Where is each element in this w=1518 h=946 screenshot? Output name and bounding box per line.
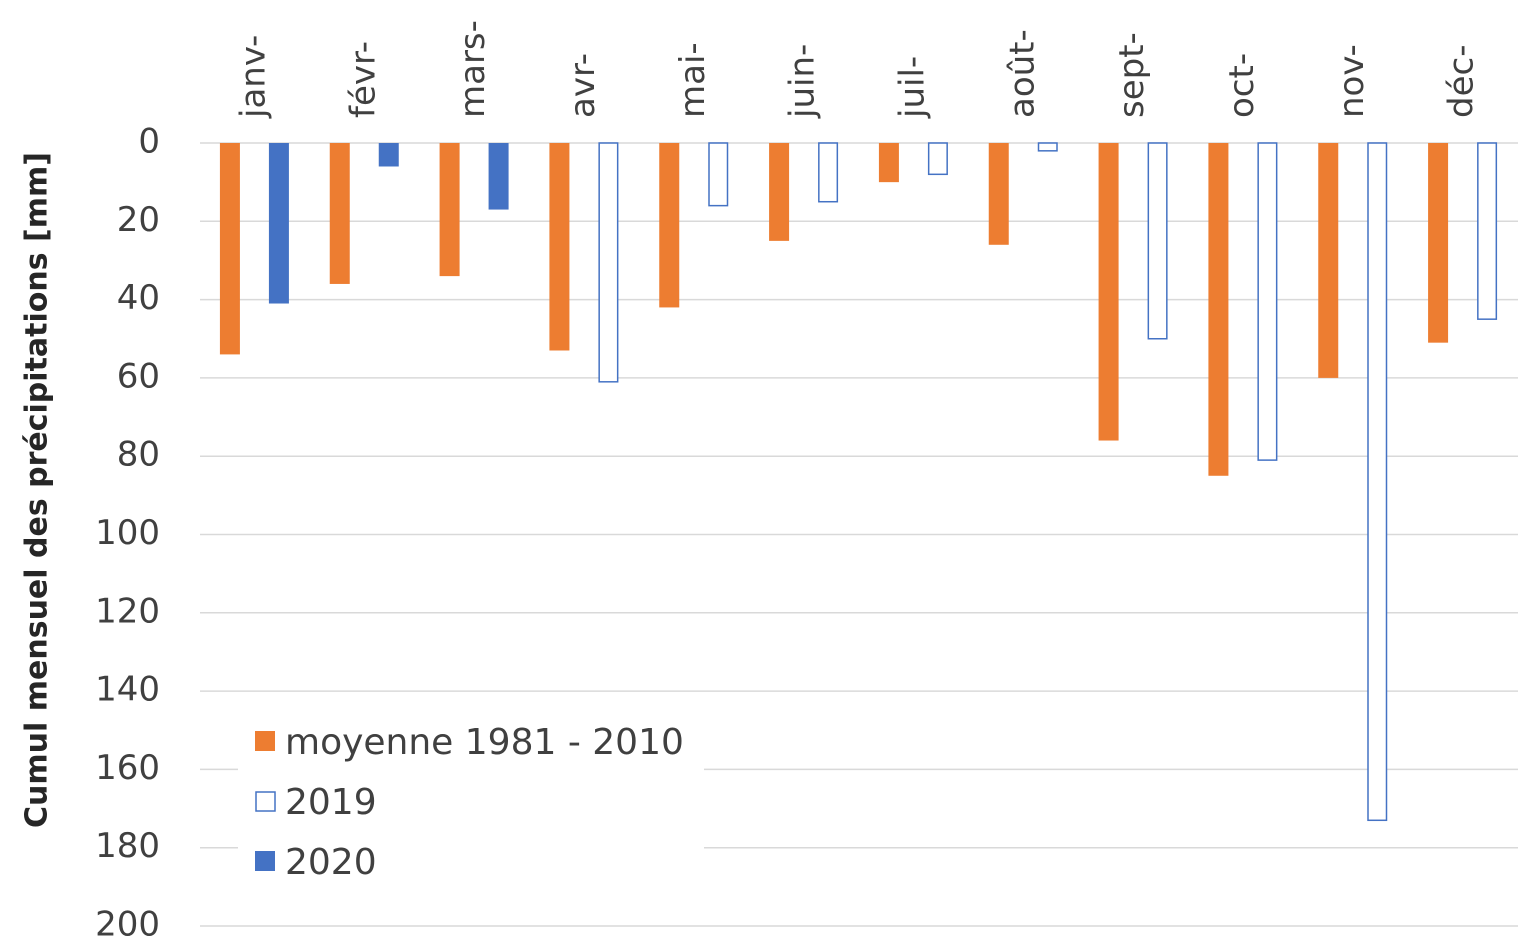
bar — [598, 142, 619, 383]
bar — [659, 143, 680, 308]
x-tick-label: avr- — [563, 53, 603, 118]
bar — [878, 143, 899, 183]
bar — [1318, 143, 1339, 378]
bar — [1037, 142, 1058, 152]
bar — [488, 143, 509, 210]
bar — [1147, 142, 1168, 340]
y-tick-label: 140 — [95, 670, 160, 710]
bar — [219, 143, 240, 355]
x-tick-label: juin- — [783, 44, 823, 119]
legend-label: 2020 — [285, 842, 377, 883]
x-tick-label: sept- — [1112, 32, 1152, 118]
x-tick-label: mai- — [673, 42, 713, 118]
bar — [1098, 143, 1119, 441]
bar — [769, 143, 790, 241]
bar — [818, 142, 839, 203]
bar — [439, 143, 460, 277]
bar — [329, 143, 350, 284]
bar — [708, 142, 729, 207]
y-axis-title: Cumul mensuel des précipitations [mm] — [20, 152, 55, 828]
legend-box — [238, 708, 704, 894]
bar — [378, 143, 399, 167]
y-tick-label: 100 — [95, 513, 160, 553]
bar — [268, 143, 289, 304]
bar — [1208, 143, 1229, 476]
x-tick-label: mars- — [453, 20, 493, 118]
x-tick-label: août- — [1002, 29, 1042, 118]
legend-label: moyenne 1981 - 2010 — [285, 722, 684, 763]
y-tick-label: 20 — [117, 200, 160, 240]
legend-label: 2019 — [285, 782, 377, 823]
y-tick-label: 120 — [95, 591, 160, 631]
bar — [1477, 142, 1498, 320]
y-tick-label: 80 — [117, 435, 160, 475]
legend-swatch — [255, 731, 275, 751]
y-tick-label: 200 — [95, 905, 160, 945]
y-tick-label: 180 — [95, 826, 160, 866]
legend: moyenne 1981 - 2010 2019 2020 — [238, 708, 704, 894]
x-tick-label: févr- — [343, 41, 383, 118]
bar — [1257, 142, 1278, 461]
y-tick-label: 160 — [95, 748, 160, 788]
x-tick-label: janv- — [233, 35, 273, 119]
y-tick-label: 40 — [117, 278, 160, 318]
bar — [988, 143, 1009, 245]
bar — [549, 143, 570, 351]
x-tick-label: juil- — [892, 56, 932, 119]
x-tick-label: oct- — [1222, 53, 1262, 118]
x-tick-label: nov- — [1332, 44, 1372, 118]
legend-swatch — [255, 851, 275, 871]
bar — [1428, 143, 1449, 343]
bar — [927, 142, 948, 176]
bar — [1367, 142, 1388, 822]
y-tick-label: 0 — [138, 122, 160, 162]
legend-swatch — [255, 791, 276, 812]
y-tick-label: 60 — [117, 356, 160, 396]
x-tick-label: déc- — [1442, 45, 1482, 118]
